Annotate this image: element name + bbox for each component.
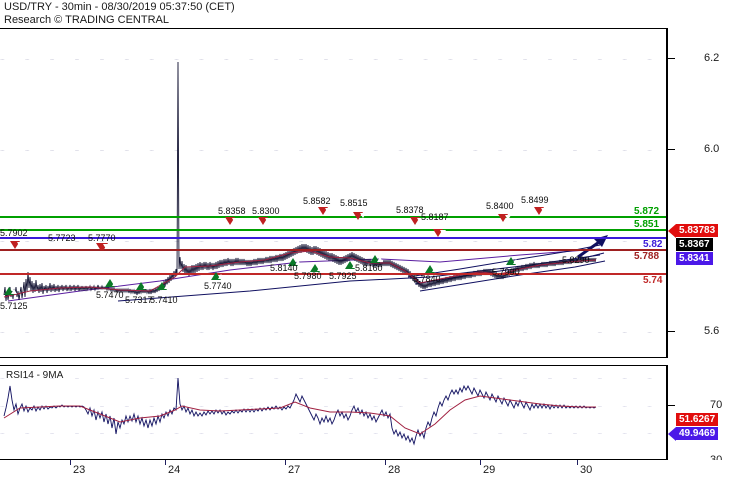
marker-down-label: 5.8515 (340, 198, 368, 208)
marker-up (211, 272, 224, 280)
marker-down-label: 5.8187 (421, 212, 449, 222)
price-chart-panel[interactable]: + + + + + + + + + + + + + + + + + + + + … (0, 28, 668, 358)
level-label-5872: 5.872 (634, 206, 660, 217)
rsi-panel[interactable]: RSI14 - 9MA + + + + + + + + + + + + + + … (0, 365, 668, 460)
pivot-value-tag: 5.8341 (676, 252, 713, 265)
y-tick (668, 149, 675, 150)
x-tick (480, 460, 481, 465)
marker-up-label: 5.7317 (125, 295, 153, 305)
marker-up (370, 255, 383, 263)
rsi-gridline-70: + + + + + + + + + + + + + + + + + + + + … (0, 378, 666, 379)
marker-down-label: 5.7770 (88, 233, 116, 243)
marker-up-label: 5.7470 (96, 290, 124, 300)
marker-down-label: 5.8499 (521, 195, 549, 205)
resistance-line-1 (0, 216, 666, 218)
x-tick (285, 460, 286, 465)
page-title: USD/TRY - 30min - 08/30/2019 05:37:50 (C… (4, 1, 235, 13)
rsi-gridline-30: + + + + + + + + + + + + + + + + + + + + … (0, 433, 666, 434)
marker-up-label: 5.7410 (150, 295, 178, 305)
rsi-tick (668, 405, 675, 406)
y-tick (668, 58, 675, 59)
marker-up-label: 5.7990 (492, 267, 520, 277)
x-tick-label: 29 (483, 464, 496, 476)
x-tick (385, 460, 386, 465)
marker-up-label: 5.8290 (562, 255, 590, 265)
marker-up-label: 5.7980 (294, 271, 322, 281)
marker-down (410, 217, 423, 225)
marker-up (425, 265, 438, 273)
marker-up (157, 282, 170, 290)
marker-up-label: 5.7740 (204, 281, 232, 291)
level-label-5788: 5.788 (634, 251, 660, 262)
gridline-5.8: + + + + + + + + + + + + + + + + + + + + … (0, 241, 666, 242)
gridline-5.6: + + + + + + + + + + + + + + + + + + + + … (0, 332, 666, 333)
marker-down (433, 229, 446, 237)
y-tick-label: 6.0 (704, 143, 720, 155)
y-tick (668, 331, 675, 332)
research-credit: Research © TRADING CENTRAL (4, 14, 169, 26)
marker-down-label: 5.8378 (396, 205, 424, 215)
rsi-title: RSI14 - 9MA (6, 370, 64, 381)
y-tick-label: 6.2 (704, 52, 720, 64)
x-tick-label: 28 (388, 464, 401, 476)
x-tick (70, 460, 71, 465)
marker-up (288, 258, 301, 266)
rsi-tick-label: 70 (710, 399, 723, 411)
marker-up (310, 264, 323, 272)
support-line-1 (0, 249, 666, 251)
marker-down (353, 212, 366, 220)
rsi-series-svg (3, 377, 597, 446)
marker-up (506, 257, 519, 265)
rsi-ma-pointer (668, 427, 676, 441)
last-close-tag: 5.8367 (676, 238, 713, 251)
last-price-pointer (668, 224, 676, 238)
support-line-2 (0, 273, 666, 275)
marker-down-label: 5.8358 (218, 206, 246, 216)
price-series-svg (3, 61, 608, 302)
gridline-6.2: + + + + + + + + + + + + + + + + + + + + … (0, 59, 666, 60)
marker-up-label: 5.8140 (270, 263, 298, 273)
rsi-value-tag: 51.6267 (676, 413, 719, 426)
y-tick-label: 5.6 (704, 325, 720, 337)
resistance-line-2 (0, 229, 666, 231)
marker-down-label: 5.8300 (252, 206, 280, 216)
marker-down (10, 241, 23, 249)
pivot-line (0, 237, 666, 239)
x-tick-label: 30 (580, 464, 593, 476)
marker-up-label: 5.7925 (329, 271, 357, 281)
marker-down (258, 217, 271, 225)
marker-up-label: 5.8160 (355, 263, 383, 273)
marker-down (225, 217, 238, 225)
marker-down (318, 207, 331, 215)
marker-down (534, 207, 547, 215)
gridline-6.0: + + + + + + + + + + + + + + + + + + + + … (0, 150, 666, 151)
x-tick-label: 23 (73, 464, 86, 476)
marker-down-label: 5.7902 (0, 228, 28, 238)
x-tick-label: 27 (288, 464, 301, 476)
price-axis: 6.2 6.0 5.6 5.83783 5.8367 5.8341 70 30 … (668, 28, 735, 466)
marker-down (498, 214, 511, 222)
marker-up-label: 5.7840 (413, 274, 441, 284)
marker-up (136, 282, 149, 290)
marker-up (345, 261, 358, 269)
level-label-582: 5.82 (643, 239, 663, 250)
marker-up (4, 287, 17, 295)
x-tick (165, 460, 166, 465)
marker-down-label: 5.7723 (48, 233, 76, 243)
last-price-tag: 5.83783 (676, 224, 719, 237)
rsi-gridline-50: + + + + + + + + + + + + + + + + + + + + … (0, 406, 666, 407)
marker-down (96, 243, 109, 251)
marker-down-label: 5.8400 (486, 201, 514, 211)
marker-up-label: 5.7125 (0, 301, 28, 311)
marker-down-label: 5.8582 (303, 196, 331, 206)
chart-header: USD/TRY - 30min - 08/30/2019 05:37:50 (C… (4, 1, 235, 27)
level-label-574: 5.74 (643, 275, 663, 286)
rsi-ma-tag: 49.9469 (676, 427, 719, 440)
level-label-5851: 5.851 (634, 219, 660, 230)
marker-up (105, 279, 118, 287)
x-tick-label: 24 (168, 464, 181, 476)
date-axis: 23 24 27 28 29 30 (0, 460, 735, 480)
x-tick (577, 460, 578, 465)
